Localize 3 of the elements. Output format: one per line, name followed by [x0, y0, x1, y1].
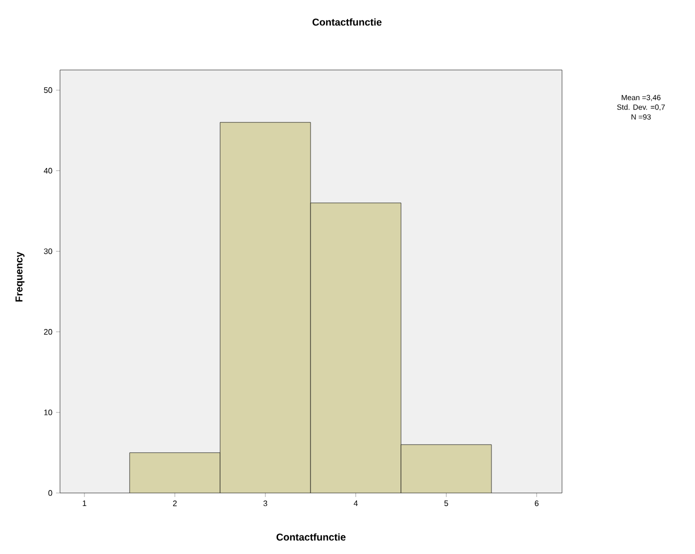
x-axis-title: Contactfunctie: [276, 533, 346, 541]
y-axis-title: Frequency: [16, 252, 24, 302]
chart-title: Contactfunctie: [312, 18, 382, 26]
